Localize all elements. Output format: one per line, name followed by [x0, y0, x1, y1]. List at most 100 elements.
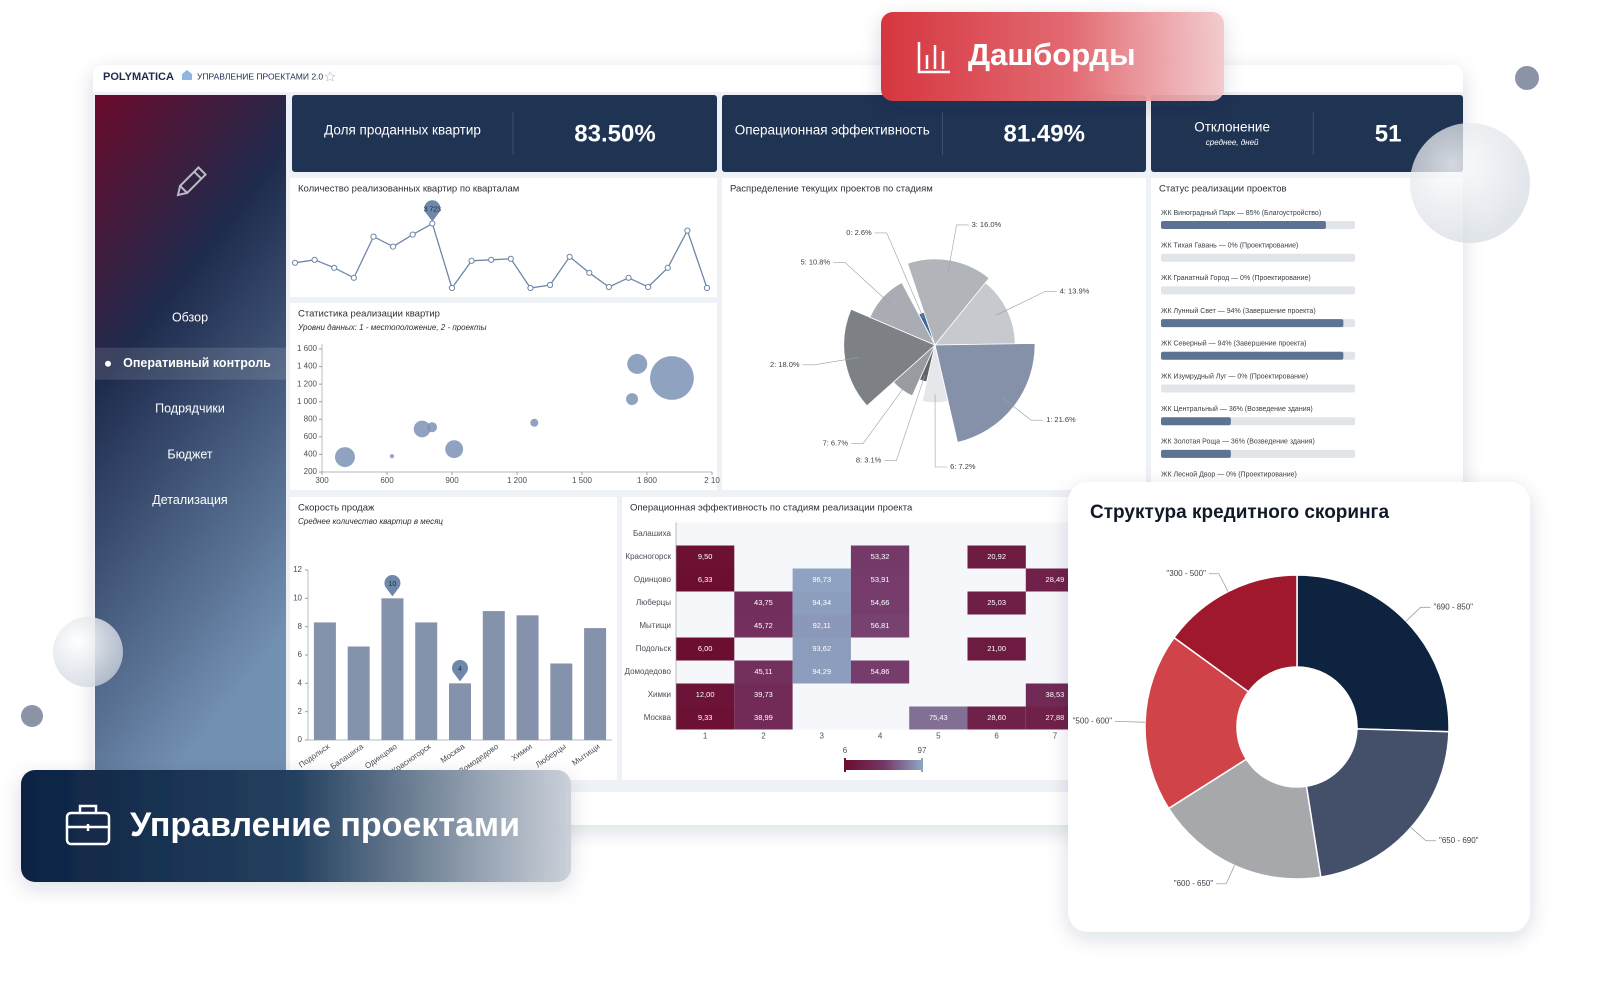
cell-label: 75,43	[929, 713, 948, 722]
slice-label: 2: 18.0%	[770, 360, 800, 369]
bar	[516, 615, 539, 740]
heat-cell	[676, 637, 735, 661]
leader-line	[1405, 606, 1431, 622]
menu-item[interactable]: Подрядчики	[155, 402, 225, 416]
line-point	[527, 284, 534, 292]
panel	[290, 303, 717, 490]
status-label: ЖК Лесной Двор — 0% (Проектирование)	[1161, 470, 1297, 478]
panel-title: Статус реализации проектов	[1159, 184, 1287, 195]
label-pin	[452, 660, 468, 682]
heat-cell	[676, 568, 735, 592]
row-label: Домодедово	[625, 667, 672, 676]
line-point	[546, 281, 554, 289]
x-tick-label: 600	[380, 476, 394, 485]
badge-text: Управление проектами	[130, 806, 520, 844]
line-point	[664, 264, 671, 271]
cell-label: 53,91	[871, 575, 890, 584]
cell-label: 6,00	[698, 644, 713, 653]
kpi-note: среднее, дней	[1206, 138, 1259, 147]
brand: POLYMATICA	[103, 71, 174, 83]
line-point	[350, 274, 357, 281]
heat-cell	[850, 591, 910, 615]
donut-slice	[1144, 636, 1250, 810]
x-tick-label: 300	[315, 476, 329, 485]
cell-label: 20,92	[987, 552, 1006, 561]
badge-text: Дашборды	[968, 37, 1136, 72]
status-track	[1161, 253, 1355, 262]
heat-cell	[734, 660, 793, 684]
line-point	[409, 231, 416, 238]
col-label: 6	[994, 732, 999, 741]
slice-label: "600 - 650"	[1174, 879, 1214, 888]
kpi-card	[292, 95, 717, 172]
star-icon[interactable]	[324, 71, 336, 82]
status-label: ЖК Виноградный Парк — 85% (Благоустройст…	[1161, 209, 1321, 217]
cell-label: 38,53	[1046, 690, 1065, 699]
x-tick-label: 2 10	[704, 476, 720, 485]
edit-icon[interactable]	[174, 166, 207, 198]
kpi-card	[1151, 95, 1463, 172]
bubble	[427, 422, 438, 433]
line-point	[429, 220, 436, 227]
badge-projects[interactable]	[21, 770, 571, 882]
menu-item[interactable]: Бюджет	[167, 447, 212, 461]
status-bar	[1161, 319, 1344, 328]
bubble	[650, 356, 694, 400]
slice-label: "500 - 600"	[1073, 717, 1113, 726]
status-label: ЖК Изумрудный Луг — 0% (Проектирование)	[1161, 372, 1308, 380]
leader-line	[884, 375, 926, 462]
slice-label: 0: 2.6%	[846, 228, 872, 237]
data-label: 4	[458, 666, 462, 673]
cell-label: 54,86	[871, 667, 890, 676]
project-icon	[182, 70, 192, 80]
slice-label: 5: 10.8%	[801, 257, 831, 266]
heat-cell	[676, 545, 735, 569]
bar	[347, 646, 370, 740]
decor-dot	[21, 705, 43, 727]
panel-title: Количество реализованных квартир по квар…	[298, 184, 519, 195]
heat-cell	[850, 545, 910, 569]
leader-line	[1115, 721, 1146, 723]
status-track	[1161, 286, 1355, 295]
leader-line	[851, 383, 908, 444]
badge-dashboards[interactable]	[881, 12, 1224, 101]
bubble	[413, 420, 431, 438]
line-point	[488, 256, 495, 263]
donut-slice	[1167, 758, 1322, 880]
heat-cell	[734, 683, 793, 707]
menu-item[interactable]: Обзор	[172, 310, 208, 324]
status-label: ЖК Лунный Свет — 94% (Завершение проекта…	[1161, 307, 1316, 315]
leader-line	[1410, 827, 1437, 842]
kpi-row: Доля проданных квартир 83.50% Операционная…	[292, 95, 1463, 172]
project-name: УПРАВЛЕНИЕ ПРОЕКТАМИ 2.0	[197, 71, 323, 81]
y-tick-label: 4	[298, 678, 303, 687]
kpi-value: 81.49%	[1004, 120, 1085, 147]
leader-line	[833, 262, 891, 305]
line-point	[586, 269, 593, 276]
status-track	[1161, 384, 1355, 393]
cell-label: 53,32	[871, 552, 890, 561]
y-tick-label: 10	[293, 593, 302, 602]
colorbar	[845, 760, 922, 770]
row-label: Балашиха	[633, 529, 672, 538]
cell-label: 96,73	[812, 575, 831, 584]
bar	[381, 598, 404, 740]
heat-cell	[850, 660, 910, 684]
cell-label: 45,11	[754, 667, 772, 676]
bar	[584, 628, 607, 740]
line-point	[625, 274, 632, 281]
leader-line	[947, 224, 969, 274]
menu-item[interactable]: Детализация	[152, 493, 227, 507]
slice-label: 1: 21.6%	[1046, 415, 1076, 424]
heat-cell	[676, 706, 735, 730]
menu-item[interactable]: Оперативный контроль	[123, 356, 271, 370]
bubble	[334, 447, 355, 468]
leader-line	[802, 357, 859, 366]
col-label: 7	[1053, 732, 1058, 741]
line-point	[645, 283, 652, 291]
leader-line	[996, 291, 1057, 316]
kpi-label: Операционная эффективность	[735, 123, 930, 138]
line-series	[294, 222, 708, 290]
decor-glass	[53, 617, 123, 687]
briefcase-icon	[65, 804, 111, 846]
